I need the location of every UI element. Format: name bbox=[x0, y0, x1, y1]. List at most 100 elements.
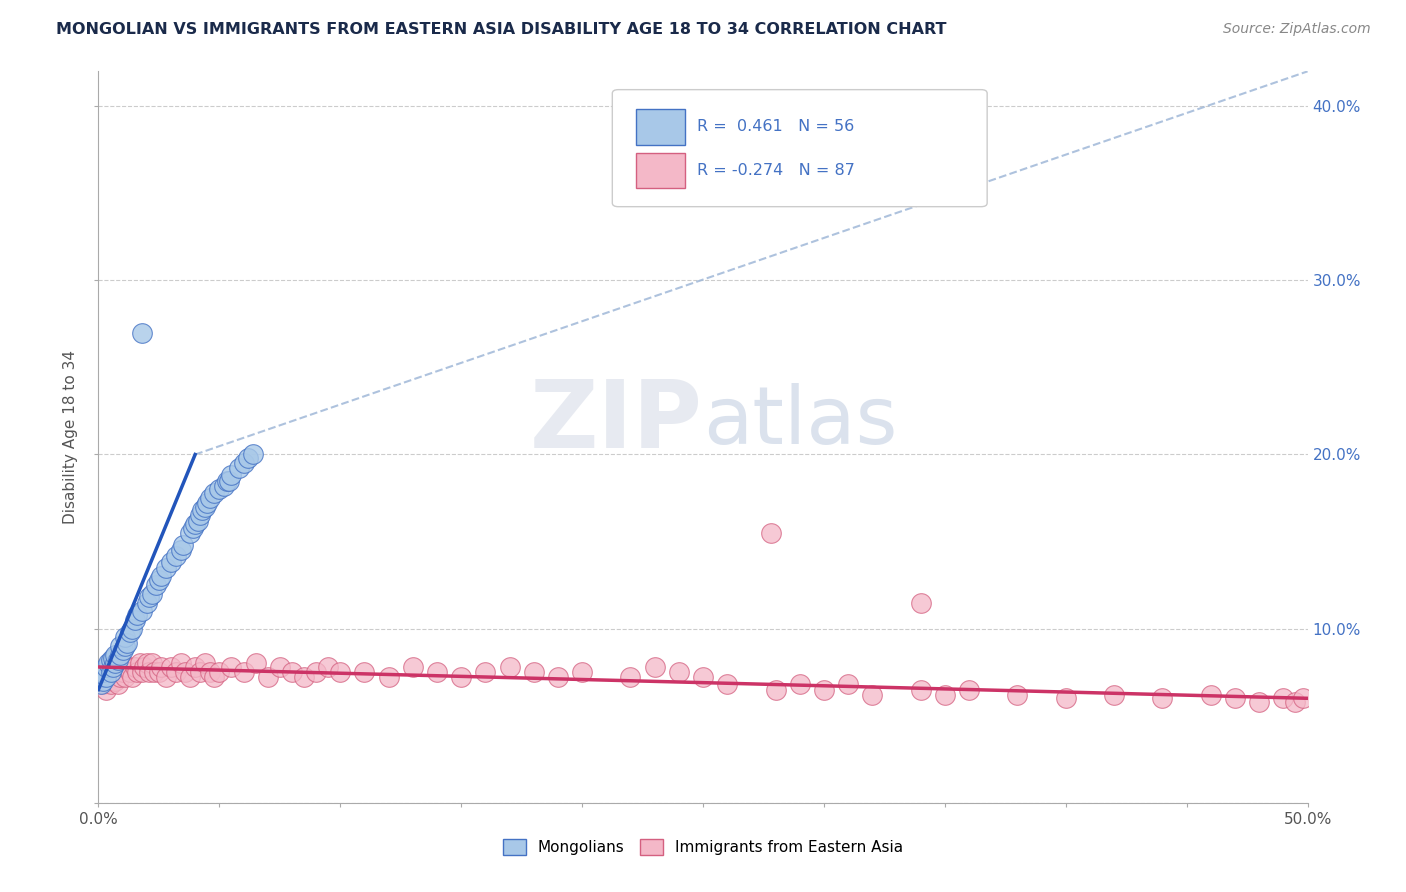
Point bbox=[104, 648, 127, 662]
Point bbox=[169, 657, 191, 671]
Point bbox=[305, 665, 328, 680]
Point bbox=[121, 622, 143, 636]
Point bbox=[131, 326, 153, 340]
Point bbox=[108, 648, 131, 662]
Point bbox=[218, 474, 240, 488]
Text: MONGOLIAN VS IMMIGRANTS FROM EASTERN ASIA DISABILITY AGE 18 TO 34 CORRELATION CH: MONGOLIAN VS IMMIGRANTS FROM EASTERN ASI… bbox=[56, 22, 946, 37]
Point bbox=[118, 625, 141, 640]
Point bbox=[111, 642, 134, 657]
Point bbox=[100, 677, 122, 691]
Point bbox=[107, 653, 129, 667]
Point bbox=[114, 631, 136, 645]
Point bbox=[188, 665, 211, 680]
Point bbox=[184, 517, 207, 532]
Point bbox=[498, 660, 520, 674]
Point bbox=[124, 613, 146, 627]
Point bbox=[94, 660, 117, 674]
Point bbox=[118, 665, 141, 680]
Point bbox=[117, 635, 139, 649]
Point bbox=[108, 639, 131, 653]
Point bbox=[716, 677, 738, 691]
Point bbox=[195, 496, 218, 510]
Point bbox=[117, 660, 139, 674]
Text: atlas: atlas bbox=[703, 384, 897, 461]
Point bbox=[94, 682, 117, 697]
Point bbox=[121, 670, 143, 684]
Point bbox=[212, 479, 235, 493]
Point bbox=[450, 670, 472, 684]
Point bbox=[238, 450, 260, 465]
Point bbox=[837, 677, 859, 691]
Point bbox=[204, 670, 226, 684]
Point bbox=[127, 665, 149, 680]
Point bbox=[174, 665, 197, 680]
Point bbox=[1007, 688, 1029, 702]
Point bbox=[353, 665, 375, 680]
Point bbox=[184, 660, 207, 674]
Point bbox=[377, 670, 399, 684]
Point bbox=[204, 485, 226, 500]
Point bbox=[1284, 695, 1306, 709]
Point bbox=[90, 677, 112, 691]
Point bbox=[221, 660, 243, 674]
Point bbox=[910, 595, 932, 609]
Point bbox=[789, 677, 811, 691]
Point bbox=[94, 670, 117, 684]
Point bbox=[114, 639, 136, 653]
Point bbox=[402, 660, 425, 674]
Bar bbox=[637, 153, 685, 188]
Point bbox=[242, 448, 264, 462]
Point bbox=[134, 660, 156, 674]
Point bbox=[957, 682, 980, 697]
Point bbox=[155, 560, 177, 574]
Point bbox=[160, 660, 183, 674]
Point bbox=[104, 657, 127, 671]
Point bbox=[194, 657, 217, 671]
Point bbox=[101, 670, 124, 684]
Point bbox=[474, 665, 496, 680]
Point bbox=[208, 483, 231, 497]
Text: ZIP: ZIP bbox=[530, 376, 703, 468]
Point bbox=[165, 549, 187, 563]
Point bbox=[316, 660, 339, 674]
Point bbox=[187, 514, 209, 528]
Text: Source: ZipAtlas.com: Source: ZipAtlas.com bbox=[1223, 22, 1371, 37]
Point bbox=[108, 670, 131, 684]
Point bbox=[97, 673, 120, 688]
Point bbox=[100, 665, 122, 680]
Point bbox=[644, 660, 666, 674]
Point bbox=[668, 665, 690, 680]
Point bbox=[101, 660, 124, 674]
Bar bbox=[637, 110, 685, 145]
Point bbox=[191, 503, 214, 517]
Point bbox=[245, 657, 267, 671]
Point bbox=[198, 491, 221, 505]
Point bbox=[1199, 688, 1222, 702]
Legend: Mongolians, Immigrants from Eastern Asia: Mongolians, Immigrants from Eastern Asia bbox=[496, 833, 910, 861]
Point bbox=[107, 677, 129, 691]
Point bbox=[221, 468, 243, 483]
Point bbox=[547, 670, 569, 684]
Point bbox=[1152, 691, 1174, 706]
Point bbox=[145, 578, 167, 592]
Point bbox=[208, 665, 231, 680]
Point bbox=[1223, 691, 1246, 706]
Point bbox=[128, 657, 150, 671]
Point bbox=[228, 461, 250, 475]
Point bbox=[124, 660, 146, 674]
Point bbox=[1292, 691, 1315, 706]
Point bbox=[141, 587, 163, 601]
Point bbox=[150, 569, 173, 583]
Y-axis label: Disability Age 18 to 34: Disability Age 18 to 34 bbox=[63, 350, 79, 524]
Point bbox=[256, 670, 278, 684]
Point bbox=[232, 456, 254, 470]
Point bbox=[143, 665, 166, 680]
Point bbox=[934, 688, 956, 702]
Point bbox=[910, 682, 932, 697]
Point bbox=[150, 660, 173, 674]
Point bbox=[169, 543, 191, 558]
Point bbox=[138, 665, 160, 680]
Point bbox=[94, 670, 117, 684]
Point bbox=[571, 665, 593, 680]
Point bbox=[426, 665, 449, 680]
